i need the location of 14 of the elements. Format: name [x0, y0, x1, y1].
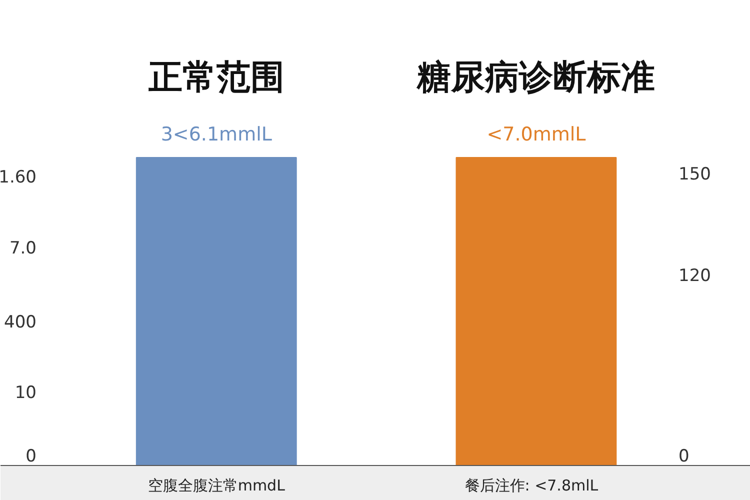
text: 正常范围	[147, 57, 284, 98]
annotation: 150	[678, 164, 711, 184]
annotation: 7.0	[9, 238, 37, 258]
text: 3<6.1mmlL	[160, 124, 272, 146]
annotation: 0	[678, 446, 690, 466]
x-tick-label: 餐后注作: <7.8mlL	[464, 476, 599, 494]
annotation: 1.60	[0, 168, 37, 188]
text: <7.0mmlL	[486, 124, 586, 146]
annotation: 0	[26, 446, 37, 466]
text: 糖尿病诊断标准	[416, 57, 656, 98]
annotation: 120	[678, 266, 711, 286]
x-tick-label: 空腹全腹注常mmdL	[148, 476, 286, 494]
annotation: 10	[14, 383, 37, 404]
annotation: 400	[4, 312, 37, 332]
